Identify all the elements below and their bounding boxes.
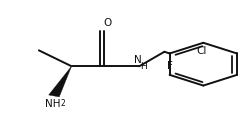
Text: F: F <box>166 61 172 71</box>
Text: H: H <box>140 62 146 71</box>
Text: N: N <box>134 55 141 65</box>
Text: O: O <box>103 18 111 28</box>
Text: 2: 2 <box>61 99 66 108</box>
Polygon shape <box>48 66 71 97</box>
Text: NH: NH <box>45 99 60 109</box>
Text: Cl: Cl <box>195 46 206 56</box>
